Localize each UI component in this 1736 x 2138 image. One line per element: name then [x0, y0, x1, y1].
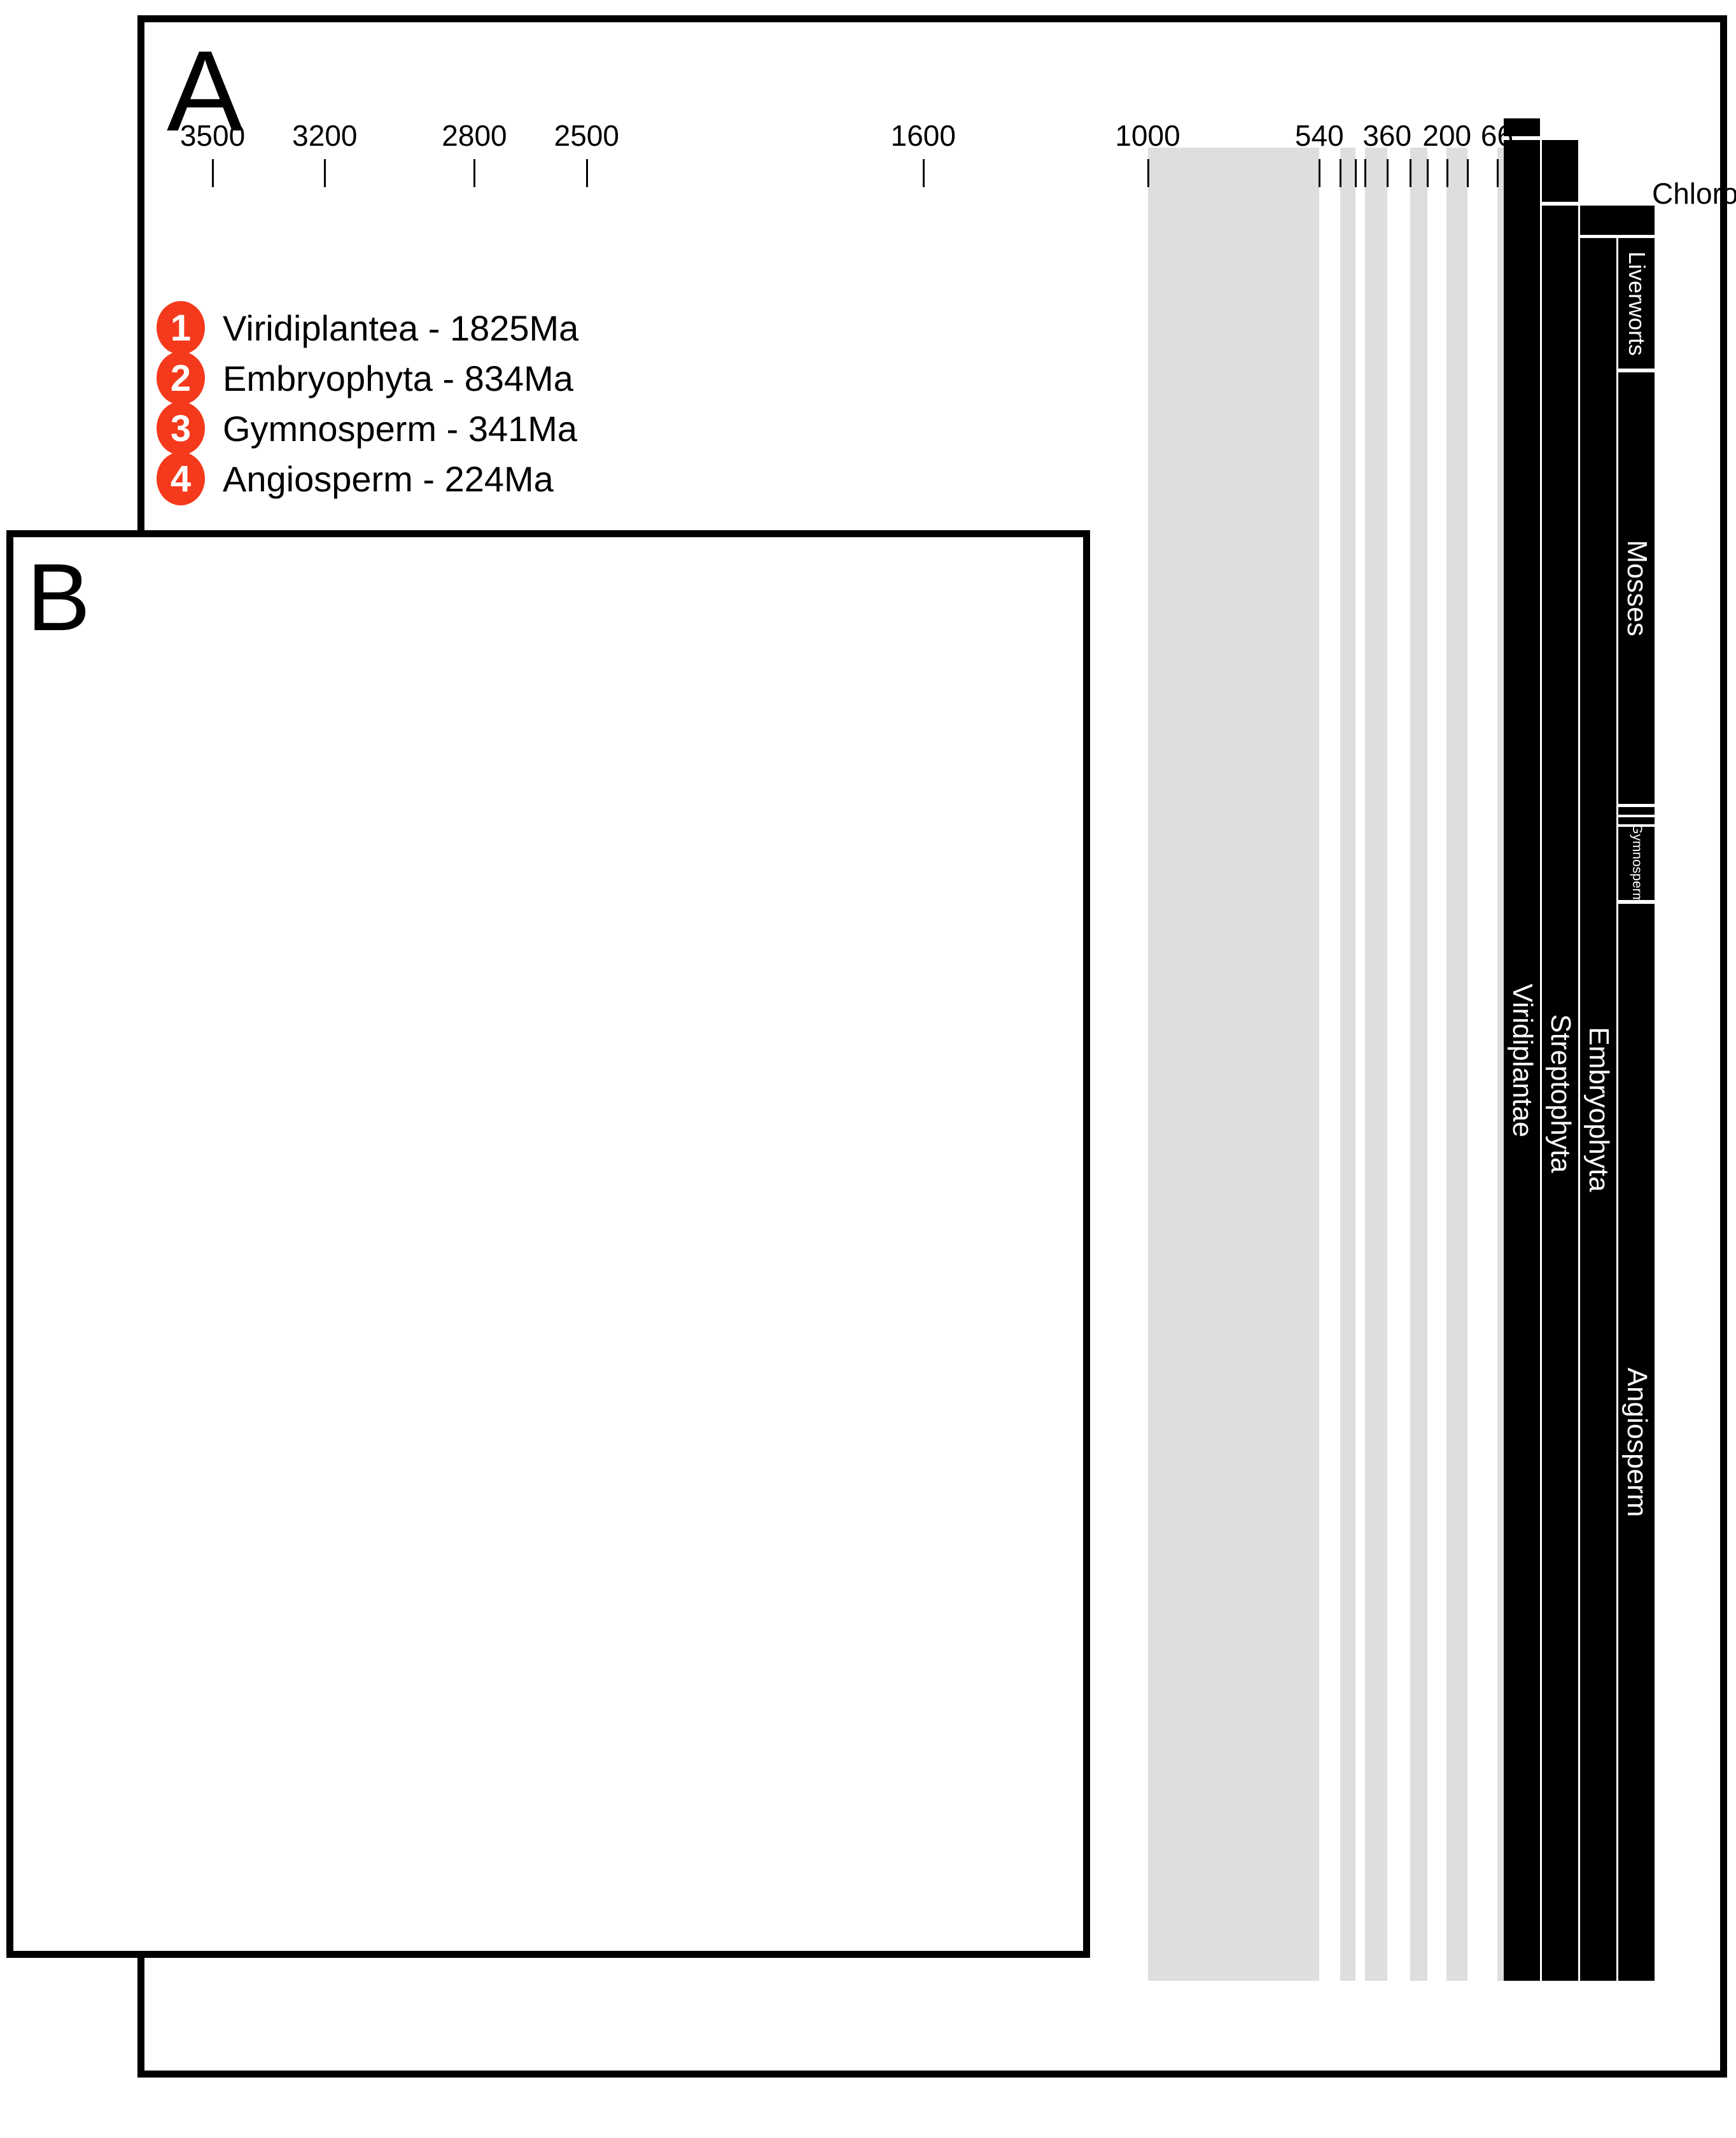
legend-node-number-badge: 3: [157, 402, 205, 455]
angiosperm-bar-label: Angiosperm: [1621, 1367, 1653, 1517]
legend-node-text: Angiosperm - 224Ma: [223, 458, 554, 499]
charophyta-bar: [1580, 206, 1655, 235]
lycopodiopsida-bar: [1618, 817, 1655, 824]
legend-item: 2 Embryophyta - 834Ma: [157, 351, 573, 405]
chlorophyta-bar: [1542, 140, 1578, 202]
streptophyta-bar-label: Streptophyta: [1544, 1013, 1576, 1173]
mosses-bar-label: Mosses: [1621, 540, 1653, 636]
panel-a-label: A: [167, 27, 244, 155]
viridiplantae-bar: Viridiplantae: [1504, 140, 1540, 1981]
time-axis-label: 1000: [1115, 119, 1180, 152]
embryophyta-bar-label: Embryophyta: [1583, 1027, 1614, 1192]
legend-node-text: Gymnosperm - 341Ma: [223, 408, 578, 449]
legend-node-number-badge: 4: [157, 452, 205, 505]
time-axis-minor-tick: [1364, 159, 1366, 187]
time-axis-minor-tick: [1409, 159, 1411, 187]
time-axis-tick: [1446, 159, 1448, 187]
panel-b-label: B: [27, 544, 91, 651]
legend-node-number-badge: 2: [157, 351, 205, 405]
legend-item: 4 Angiosperm - 224Ma: [157, 452, 554, 505]
streptophyta-bar: Streptophyta: [1542, 206, 1578, 1981]
liverworts-bar: Liverworts: [1618, 238, 1655, 369]
hornworts-bar: [1618, 807, 1655, 815]
geo-period-shading-band: [1147, 148, 1320, 1981]
legend-node-text: Embryophyta - 834Ma: [223, 358, 573, 398]
time-axis-tick: [1147, 159, 1149, 187]
gymnosperm-bar-label: Gymnosperm: [1629, 823, 1644, 904]
time-axis-minor-tick: [1467, 159, 1469, 187]
time-axis-tick: [585, 159, 588, 187]
time-axis-minor-tick: [1355, 159, 1357, 187]
time-axis-tick: [473, 159, 476, 187]
geo-period-shading-band: [1410, 148, 1428, 1981]
clade-side-label: Chlorophyta: [1652, 177, 1736, 210]
time-axis-tick: [1496, 159, 1499, 187]
time-axis-label: 2800: [442, 119, 507, 152]
outgroup-bar: [1504, 118, 1540, 136]
liverworts-bar-label: Liverworts: [1623, 251, 1650, 356]
time-axis-minor-tick: [1427, 159, 1429, 187]
gymnosperm-bar: Gymnosperm: [1618, 823, 1655, 904]
legend-node-text: Viridiplantea - 1825Ma: [223, 307, 579, 348]
embryophyta-bar: Embryophyta: [1580, 238, 1616, 1981]
time-axis-tick: [324, 159, 326, 187]
time-axis-label: 3200: [292, 119, 358, 152]
legend-item: 1 Viridiplantea - 1825Ma: [157, 301, 578, 355]
time-axis-label: 1600: [890, 119, 956, 152]
time-axis-label: 360: [1362, 119, 1412, 152]
angiosperm-bar: Angiosperm: [1618, 904, 1655, 1981]
panel-b-frame: [6, 530, 1090, 1958]
time-axis-tick: [1386, 159, 1389, 187]
time-axis-label: 540: [1294, 119, 1344, 152]
time-axis-tick: [1319, 159, 1321, 187]
time-axis-tick: [922, 159, 925, 187]
mosses-bar: Mosses: [1618, 372, 1655, 804]
legend-item: 3 Gymnosperm - 341Ma: [157, 402, 577, 455]
time-axis-minor-tick: [1340, 159, 1342, 187]
geo-period-shading-band: [1365, 148, 1388, 1981]
time-axis-tick: [212, 159, 214, 187]
time-axis-label: 2500: [554, 119, 619, 152]
geo-period-shading-band: [1446, 148, 1468, 1981]
geo-period-shading-band: [1340, 148, 1356, 1981]
viridiplantae-bar-label: Viridiplantae: [1506, 983, 1538, 1137]
time-axis-label: 3500: [179, 119, 246, 152]
time-axis-label: 200: [1422, 119, 1472, 152]
legend-node-number-badge: 1: [157, 301, 205, 355]
